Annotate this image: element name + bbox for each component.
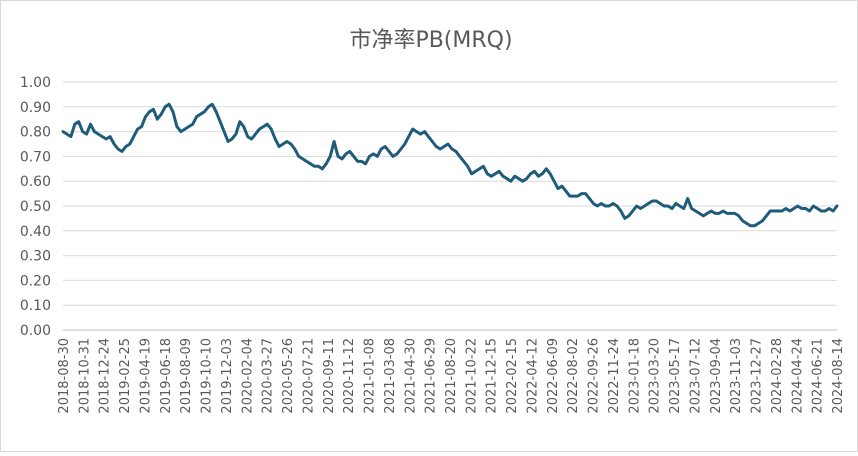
x-tick-label: 2020-02-04: [240, 338, 255, 414]
x-tick-label: 2020-09-11: [322, 338, 337, 414]
x-tick-label: 2018-10-31: [77, 338, 92, 414]
chart-title: 市净率PB(MRQ): [349, 28, 512, 53]
series-line: [61, 102, 839, 228]
x-tick-label: 2023-05-17: [668, 338, 683, 414]
x-tick-label: 2023-01-18: [627, 338, 642, 414]
x-tick-label: 2019-08-09: [179, 338, 194, 414]
x-tick-label: 2019-04-19: [138, 338, 153, 414]
y-tick-label: 0.60: [20, 174, 51, 190]
x-tick-label: 2020-03-27: [261, 338, 276, 414]
x-tick-label: 2022-04-12: [525, 338, 540, 414]
x-tick-label: 2020-11-12: [342, 338, 357, 414]
y-tick-label: 0.40: [20, 224, 51, 240]
x-tick-label: 2019-10-10: [200, 338, 215, 414]
x-tick-label: 2024-08-14: [831, 338, 846, 414]
x-tick-label: 2024-02-28: [770, 338, 785, 414]
x-tick-label: 2023-03-20: [648, 338, 663, 414]
gridlines: [63, 81, 837, 331]
x-axis-ticks: 2018-08-30 2018-10-31 2018-12-24 2019-02-25…: [57, 338, 846, 414]
series-group: [61, 102, 839, 228]
x-tick-label: 2019-12-03: [220, 338, 235, 414]
x-tick-label: 2021-03-08: [383, 338, 398, 414]
y-tick-label: 0.00: [20, 323, 51, 339]
y-tick-label: 0.10: [20, 298, 51, 314]
x-tick-label: 2018-08-30: [57, 338, 72, 414]
x-tick-label: 2023-12-27: [750, 338, 765, 414]
x-tick-label: 2018-12-24: [98, 338, 113, 414]
y-tick-label: 0.80: [20, 125, 51, 141]
x-tick-label: 2021-01-08: [363, 338, 378, 414]
x-tick-label: 2024-06-21: [811, 338, 826, 414]
x-tick-label: 2020-07-21: [301, 338, 316, 414]
x-tick-label: 2021-04-30: [403, 338, 418, 414]
x-tick-label: 2022-06-09: [546, 338, 561, 414]
x-tick-label: 2023-11-03: [729, 338, 744, 414]
x-tick-label: 2021-08-20: [444, 338, 459, 414]
x-tick-label: 2024-04-24: [790, 338, 805, 414]
x-tick-label: 2022-11-24: [607, 338, 622, 414]
y-tick-label: 0.20: [20, 273, 51, 289]
x-tick-label: 2021-06-29: [424, 338, 439, 414]
x-tick-label: 2022-09-26: [587, 338, 602, 414]
y-tick-label: 0.90: [20, 100, 51, 116]
x-tick-label: 2021-12-15: [485, 338, 500, 414]
x-tick-label: 2021-10-22: [464, 338, 479, 414]
y-tick-label: 0.50: [20, 199, 51, 215]
y-axis-ticks: 0.00 0.10 0.20 0.30 0.40 0.50 0.60 0.70 0.80 0.90…: [20, 75, 51, 339]
y-tick-label: 0.70: [20, 149, 51, 165]
y-tick-label: 1.00: [20, 75, 51, 91]
x-tick-label: 2019-02-25: [118, 338, 133, 414]
x-tick-label: 2023-09-04: [709, 338, 724, 414]
x-tick-label: 2022-02-15: [505, 338, 520, 414]
x-tick-label: 2023-07-12: [688, 338, 703, 414]
x-tick-label: 2019-06-18: [159, 338, 174, 414]
x-tick-label: 2022-08-02: [566, 338, 581, 414]
x-tick-label: 2020-05-26: [281, 338, 296, 414]
y-tick-label: 0.30: [20, 249, 51, 265]
